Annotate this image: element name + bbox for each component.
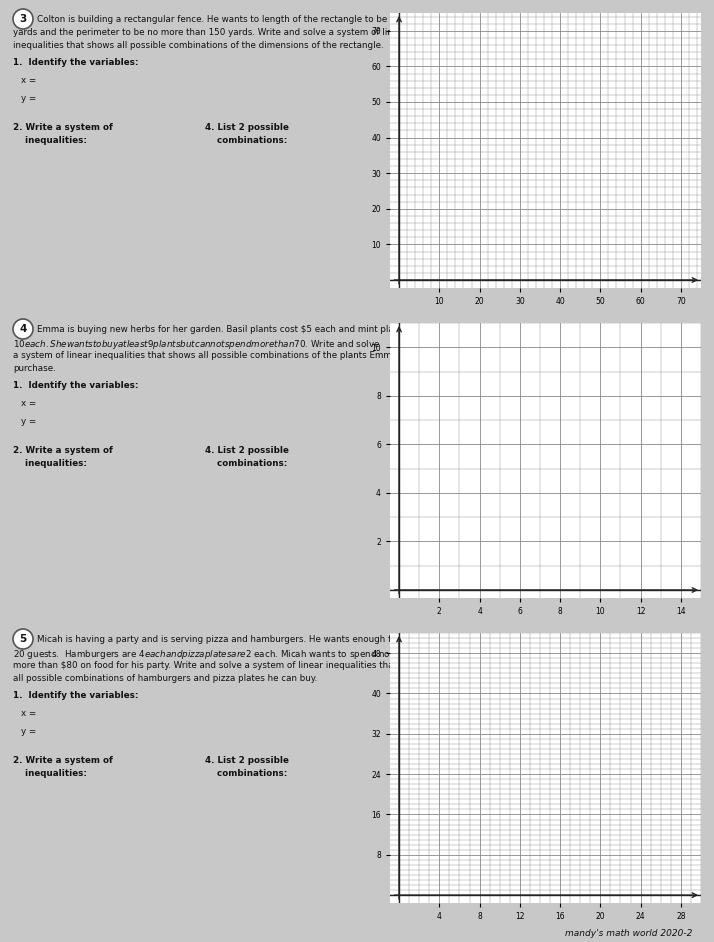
Text: x =: x = [21,76,36,85]
Text: Emma is buying new herbs for her garden. Basil plants cost $5 each and mint plan: Emma is buying new herbs for her garden.… [37,325,428,334]
Text: 5: 5 [19,634,26,644]
Text: mandy's math world 2020-2: mandy's math world 2020-2 [565,929,693,938]
Text: 3. Graph the system:: 3. Graph the system: [395,691,499,700]
Text: 1.  Identify the variables:: 1. Identify the variables: [13,381,139,390]
Text: combinations:: combinations: [205,459,291,468]
Text: 3. Graph the syste: 3. Graph the syste [395,381,486,390]
Text: combinations:: combinations: [205,136,287,145]
Text: 2. Write a system of: 2. Write a system of [13,756,113,765]
Text: combinations:: combinations: [205,769,291,778]
Text: 4. List 2 possible: 4. List 2 possible [205,756,289,765]
Text: inequalities:: inequalities: [13,769,87,778]
Circle shape [13,319,33,339]
Text: 2. Write a system of: 2. Write a system of [13,446,113,455]
Text: $10 each.  She wants to buy at least 9 plants but cannot spend more than $70. Wr: $10 each. She wants to buy at least 9 pl… [13,338,381,351]
Text: 3. Graph the system:: 3. Graph the system: [395,58,499,67]
Text: a system of linear inequalities that shows all possible combinations of the plan: a system of linear inequalities that sho… [13,351,423,360]
Text: 4. List 2 possible: 4. List 2 possible [205,123,289,132]
Text: purchase.: purchase. [13,364,56,373]
Text: y =: y = [21,94,36,103]
Text: 1.  Identify the variables:: 1. Identify the variables: [13,691,139,700]
Text: 1.  Identify the variables:: 1. Identify the variables: [13,58,139,67]
Text: inequalities:: inequalities: [13,459,87,468]
Text: more than $80 on food for his party. Write and solve a system of linear inequali: more than $80 on food for his party. Wri… [13,661,427,670]
Circle shape [13,629,33,649]
Text: 2. Write a system of: 2. Write a system of [13,123,113,132]
Text: x =: x = [21,709,36,718]
Text: all possible combinations of hamburgers and pizza plates he can buy.: all possible combinations of hamburgers … [13,674,317,683]
Text: Micah is having a party and is serving pizza and hamburgers. He wants enough for: Micah is having a party and is serving p… [37,635,436,644]
Text: y =: y = [21,417,36,426]
Text: 20 guests.  Hamburgers are $4 each and pizza plates are $2 each. Micah wants to : 20 guests. Hamburgers are $4 each and pi… [13,648,391,661]
Text: 4. List 2 possible: 4. List 2 possible [205,446,289,455]
Text: y =: y = [21,727,36,736]
Text: inequalities that shows all possible combinations of the dimensions of the recta: inequalities that shows all possible com… [13,41,383,50]
Text: Colton is building a rectangular fence. He wants to length of the rectangle to b: Colton is building a rectangular fence. … [37,15,437,24]
Text: yards and the perimeter to be no more than 150 yards. Write and solve a system o: yards and the perimeter to be no more th… [13,28,407,37]
Text: 4: 4 [19,324,26,334]
Text: x =: x = [21,399,36,408]
Text: inequalities:: inequalities: [13,136,87,145]
Text: 3: 3 [19,14,26,24]
Circle shape [13,9,33,29]
